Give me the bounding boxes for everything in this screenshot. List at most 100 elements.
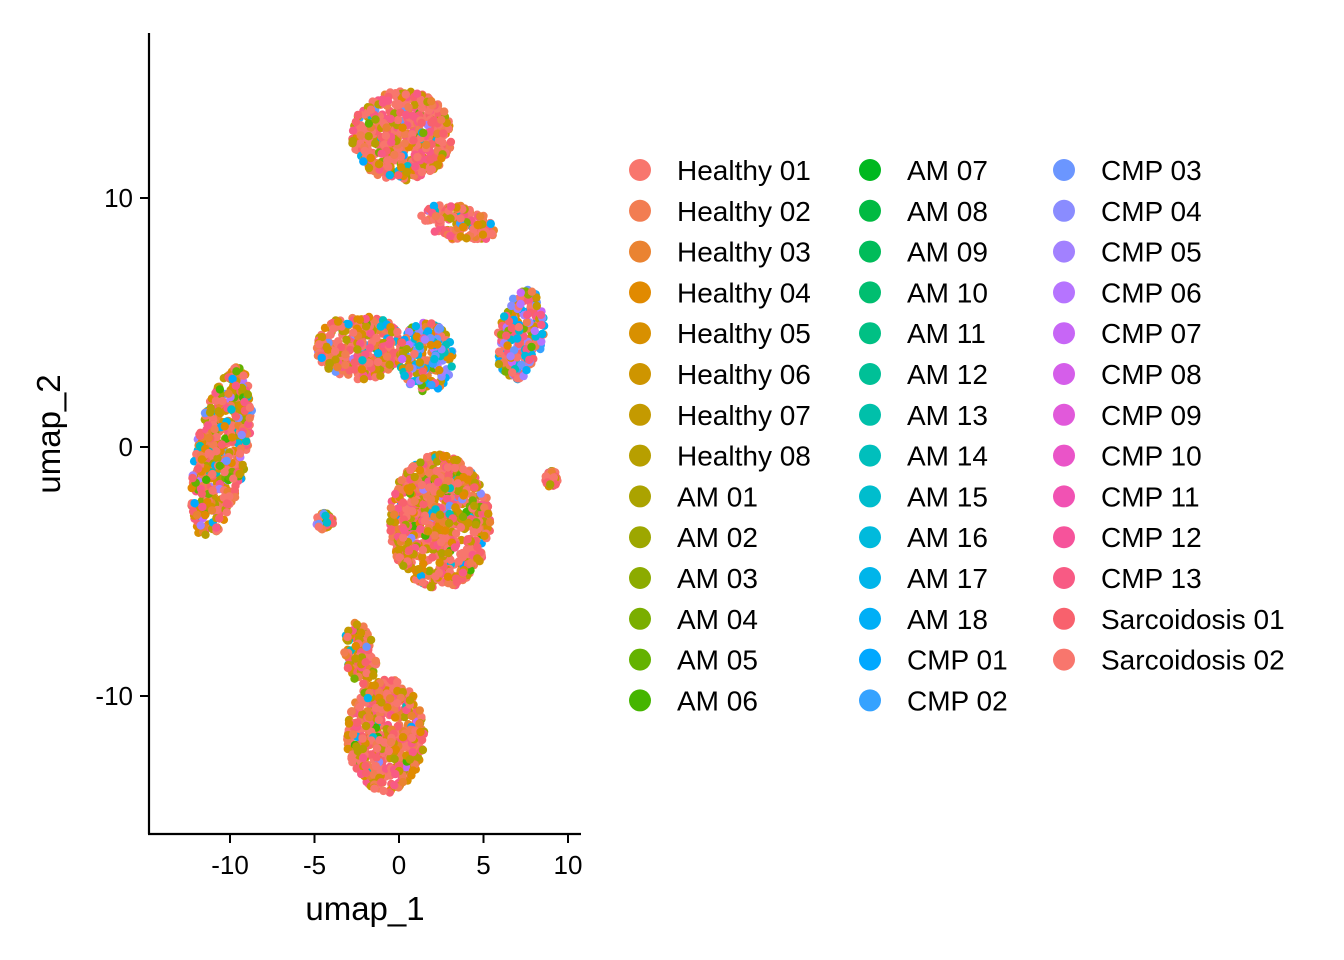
legend-label: CMP 10: [1101, 441, 1202, 472]
data-point: [397, 338, 407, 347]
data-point: [436, 537, 446, 547]
legend-item: CMP 12: [1053, 522, 1202, 553]
legend-swatch: [1053, 648, 1075, 671]
data-point: [537, 337, 546, 346]
data-point: [204, 448, 213, 458]
data-point: [427, 118, 436, 127]
data-point: [222, 508, 231, 517]
data-point: [393, 327, 402, 337]
data-point: [427, 380, 436, 390]
legend-swatch: [859, 444, 881, 467]
data-point: [240, 397, 249, 407]
data-point: [353, 345, 362, 354]
data-point: [320, 323, 330, 333]
data-point: [440, 484, 450, 493]
data-point: [473, 554, 482, 563]
data-point: [507, 323, 517, 333]
legend-item: AM 11: [859, 318, 986, 349]
legend-label: CMP 13: [1101, 563, 1202, 594]
data-point: [218, 396, 227, 406]
legend-swatch: [1053, 607, 1075, 630]
data-point: [365, 713, 374, 722]
data-point: [410, 472, 419, 482]
data-point: [424, 483, 434, 492]
data-point: [435, 510, 445, 520]
legend-item: AM 10: [859, 277, 988, 308]
data-point: [203, 421, 212, 430]
legend-item: Healthy 07: [629, 400, 811, 431]
data-point: [459, 465, 468, 474]
legend-item: CMP 03: [1053, 155, 1202, 186]
data-point: [407, 733, 417, 742]
data-point: [382, 352, 392, 361]
data-point: [361, 761, 370, 771]
data-point: [446, 555, 455, 565]
data-point: [411, 162, 420, 171]
legend-label: CMP 12: [1101, 522, 1202, 553]
data-point: [364, 119, 374, 128]
data-point: [324, 364, 333, 373]
data-point: [410, 496, 419, 506]
legend-item: CMP 02: [859, 685, 1008, 716]
legend-item: CMP 09: [1053, 400, 1202, 431]
data-point: [208, 486, 217, 495]
data-point: [446, 202, 456, 211]
data-point: [470, 483, 479, 492]
data-point: [451, 503, 460, 512]
data-point: [462, 234, 471, 243]
data-point: [383, 156, 392, 165]
data-point: [386, 526, 395, 535]
legend-swatch: [629, 240, 651, 263]
data-point: [376, 371, 385, 380]
data-point: [365, 343, 375, 352]
data-point: [348, 730, 358, 739]
data-point: [385, 360, 394, 369]
data-point: [197, 455, 207, 464]
data-point: [508, 294, 518, 303]
legend-item: AM 06: [629, 685, 758, 716]
data-point: [351, 654, 360, 663]
data-point: [366, 635, 376, 645]
data-point: [512, 353, 522, 362]
legend-item: AM 01: [629, 481, 758, 512]
data-point: [401, 90, 410, 99]
data-point: [456, 523, 466, 532]
legend-label: CMP 08: [1101, 359, 1202, 390]
data-point: [439, 129, 448, 138]
legend-swatch: [1053, 199, 1075, 222]
legend-item: AM 07: [859, 155, 988, 186]
data-point: [243, 390, 252, 399]
data-point: [373, 357, 383, 367]
data-point: [398, 123, 407, 132]
data-point: [433, 129, 442, 138]
legend-item: CMP 10: [1053, 441, 1202, 472]
data-point: [361, 768, 371, 778]
legend-swatch: [1053, 159, 1075, 181]
data-point: [357, 365, 367, 374]
data-point: [377, 149, 386, 158]
data-point: [321, 511, 330, 521]
data-point: [437, 115, 446, 125]
data-point: [458, 568, 468, 577]
data-point: [419, 374, 428, 383]
data-point: [395, 553, 404, 562]
legend-label: CMP 06: [1101, 277, 1202, 308]
data-point: [204, 433, 214, 443]
y-ticks: -10 0 10: [95, 183, 149, 711]
data-point: [425, 468, 434, 478]
data-point: [459, 491, 468, 500]
data-point: [459, 222, 468, 232]
data-point: [429, 201, 439, 211]
data-point: [239, 371, 248, 380]
legend-label: AM 16: [907, 522, 988, 553]
data-point: [374, 160, 384, 169]
data-point: [450, 463, 460, 473]
data-point: [361, 322, 371, 331]
data-point: [466, 558, 475, 568]
data-point: [390, 150, 399, 160]
data-point: [202, 475, 211, 484]
legend-label: AM 08: [907, 196, 988, 227]
data-point: [501, 367, 510, 376]
legend-label: AM 05: [677, 645, 758, 676]
data-point: [385, 788, 394, 797]
